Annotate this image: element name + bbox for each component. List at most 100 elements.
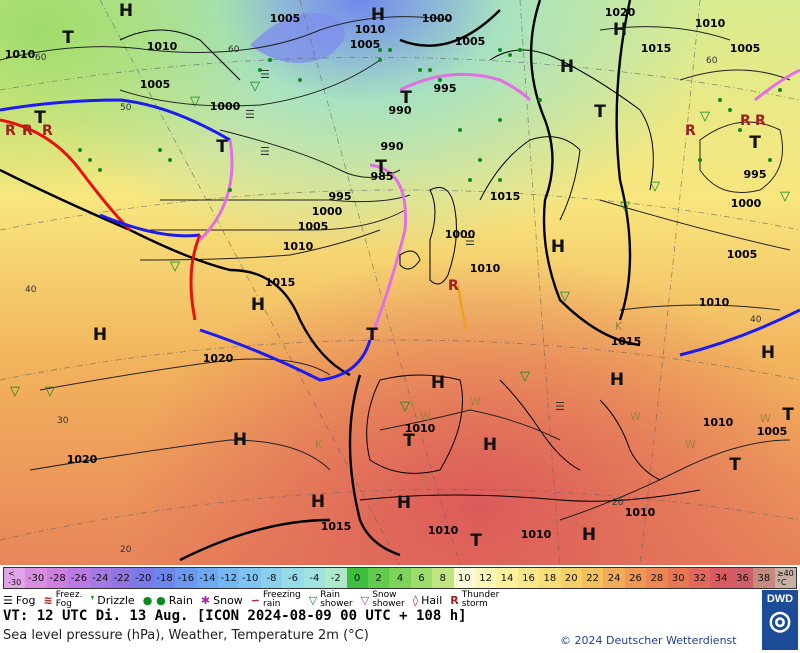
isobar-label: 985 (371, 170, 394, 183)
low-pressure-center: T (375, 157, 387, 177)
temperature-scale-cell: 4 (389, 568, 411, 588)
temperature-scale-cell: 18 (539, 568, 561, 588)
high-pressure-center: H (613, 20, 627, 40)
temperature-scale-cell: 20 (560, 568, 582, 588)
svg-text:▽: ▽ (170, 259, 180, 274)
isobar-label: 1005 (350, 38, 381, 51)
high-pressure-center: H (119, 1, 133, 21)
low-pressure-center: T (749, 133, 761, 153)
isobar-label: 1005 (298, 220, 329, 233)
temperature-scale-cell: -4 (303, 568, 326, 588)
svg-text:W: W (420, 410, 431, 423)
svg-text:K: K (315, 438, 323, 451)
low-pressure-center: T (729, 455, 741, 475)
svg-text:50: 50 (120, 103, 132, 113)
svg-text:20: 20 (612, 498, 624, 508)
temperature-scale-cell: -24 (89, 568, 112, 588)
thunderstorm-icon: R (450, 593, 459, 607)
high-pressure-center: H (431, 373, 445, 393)
drizzle-icon: ❜ (90, 593, 95, 607)
isobar-label: 1010 (283, 240, 314, 253)
isobar-label: 1010 (521, 528, 552, 541)
temperature-scale-cell: 14 (496, 568, 518, 588)
temperature-isotherm-labels: 60 50 40 30 20 60 40 20 60 (25, 45, 762, 555)
temperature-scale-cell: 38 (753, 568, 775, 588)
copyright: © 2024 Deutscher Wetterdienst (560, 634, 737, 647)
legend-snow-label: Snow (213, 593, 243, 607)
isobar-label: 1005 (727, 248, 758, 261)
temperature-scale-cell: 0 (346, 568, 368, 588)
isobar-label: 1010 (625, 506, 656, 519)
temperature-scale-cell: -28 (46, 568, 69, 588)
legend-thunderstorm-label: Thunder storm (461, 590, 500, 609)
legend-snow-shower-label: Snow shower (372, 590, 405, 609)
temperature-scale-cell: 12 (474, 568, 497, 588)
svg-text:☰: ☰ (465, 235, 475, 248)
dwd-logo-text: DWD (766, 593, 794, 605)
svg-text:K: K (420, 474, 428, 487)
isobar-label: 1020 (67, 453, 98, 466)
isobar-label: 1015 (611, 335, 642, 348)
cool-west-shading (0, 0, 800, 565)
svg-text:▽: ▽ (45, 384, 55, 399)
svg-text:R: R (755, 113, 766, 129)
legend-rain-shower: ▽ Rain shower (309, 590, 353, 610)
svg-text:W: W (630, 410, 641, 423)
isobar-label: 995 (434, 82, 457, 95)
high-pressure-center: H (560, 57, 574, 77)
legend-snow-shower: ▽ Snow shower (361, 590, 405, 610)
high-pressure-center: H (610, 370, 624, 390)
temperature-scale-cell: -12 (218, 568, 240, 588)
isobar-label: 1000 (312, 205, 343, 218)
svg-text:40: 40 (25, 285, 37, 295)
temperature-scale-cell: -6 (282, 568, 304, 588)
isobar-label: 995 (744, 168, 767, 181)
trough-line (456, 284, 468, 331)
legend-freezing-rain-label: Freezing rain (263, 590, 301, 609)
svg-text:R: R (5, 123, 16, 139)
high-pressure-center: H (397, 493, 411, 513)
legend-freezing-fog: ≋ Freez. Fog (44, 590, 83, 610)
svg-text:R: R (22, 123, 33, 139)
isobar-label: 990 (381, 140, 404, 153)
high-pressure-center: H (311, 492, 325, 512)
temperature-scale-cell: 8 (432, 568, 454, 588)
high-pressure-center: H (93, 325, 107, 345)
isobar-label: 1015 (490, 190, 521, 203)
temperature-scale-cell: -30 (25, 568, 47, 588)
svg-text:▽: ▽ (700, 109, 710, 124)
high-pressure-center: H (761, 343, 775, 363)
pressure-center-layer: H H H H H H H H H H H H H H H T T T T T T T T T T T T (34, 1, 794, 551)
legend-freezing-fog-label: Freez. Fog (55, 590, 83, 609)
isobar-label: 990 (389, 104, 412, 117)
isobar-label: 995 (329, 190, 352, 203)
isobar-label: 1010 (699, 296, 730, 309)
rain-icon: ● ● (142, 593, 166, 607)
temperature-scale-cell: -20 (132, 568, 154, 588)
temperature-scale-cell: 30 (667, 568, 689, 588)
legend-drizzle-label: Drizzle (97, 593, 135, 607)
svg-text:W: W (685, 438, 696, 451)
legend-drizzle: ❜ Drizzle (90, 590, 134, 610)
temperature-scale-cell: 16 (517, 568, 540, 588)
svg-text:▽: ▽ (520, 369, 530, 384)
isobar-label: 1010 (405, 422, 436, 435)
low-pressure-center: T (782, 405, 794, 425)
isobar-label: 1010 (428, 524, 459, 537)
isobar-label: 1005 (730, 42, 761, 55)
legend-hail: ◊ Hail (413, 590, 443, 610)
svg-text:☰: ☰ (555, 400, 565, 413)
svg-text:▽: ▽ (780, 189, 790, 204)
temperature-scale-cell: 2 (367, 568, 390, 588)
legend-rain: ● ● Rain (143, 590, 193, 610)
temperature-scale-cell: 26 (624, 568, 647, 588)
temperature-scale-cell: -10 (239, 568, 261, 588)
temperature-scale-cell: -14 (196, 568, 219, 588)
map-description: Sea level pressure (hPa), Weather, Tempe… (3, 628, 369, 643)
svg-text:▽: ▽ (10, 384, 20, 399)
temperature-color-scale: < -30 -30 -28 -26 -24 -22 -20 -18 -16 -14 -12 -10 -8… (3, 567, 797, 589)
occlusion-east (754, 68, 800, 102)
temperature-scale-cell: ≥40 °C (774, 568, 797, 588)
legend-hail-label: Hail (421, 593, 443, 607)
temperature-scale-cell: 10 (453, 568, 475, 588)
